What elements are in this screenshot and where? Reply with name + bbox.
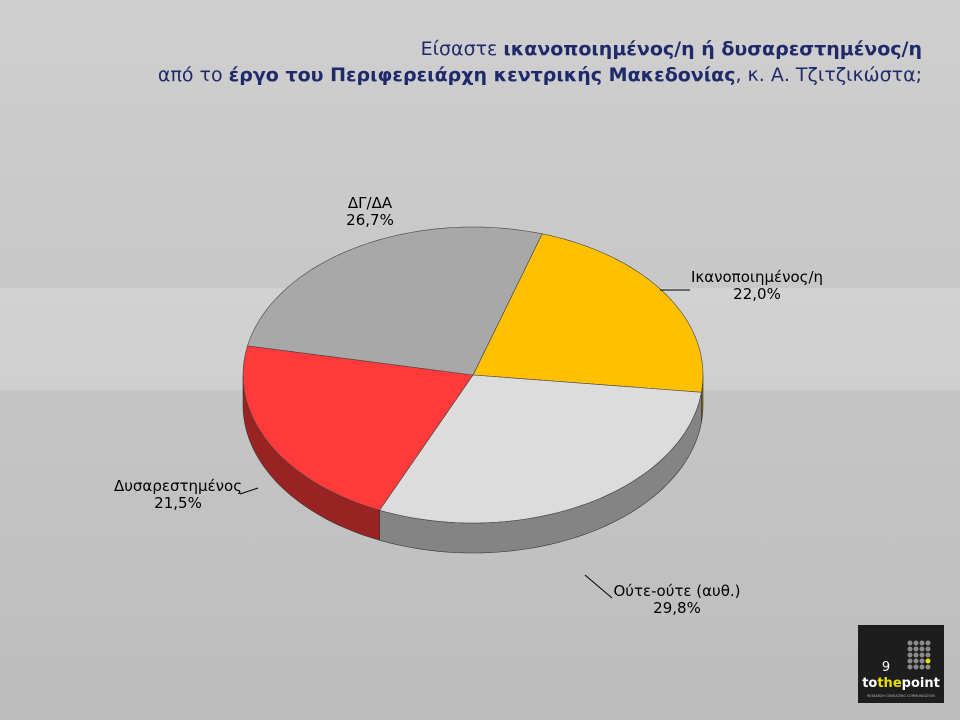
- slice: [379, 374, 702, 524]
- title-part: από το: [157, 64, 229, 86]
- category-label: Δυσαρεστημένος: [114, 477, 242, 495]
- category-label: Ικανοποιημένος/η: [691, 268, 823, 286]
- logo-part: point: [902, 676, 940, 691]
- logo: 9 tothepoint RESEARCH CONSULTING COMMUNI…: [858, 625, 944, 703]
- title-part: Είσαστε: [420, 38, 504, 60]
- value-label: 21,5%: [154, 494, 202, 512]
- title-part: έργο του Περιφερειάρχη κεντρικής Μακεδον…: [228, 64, 736, 86]
- leader-line: [584, 574, 613, 599]
- slice: [247, 226, 543, 376]
- logo-part: to: [862, 676, 877, 691]
- value-label: 29,8%: [653, 599, 701, 617]
- category-label: ΔΓ/ΔΑ: [348, 194, 393, 212]
- tagline: RESEARCH CONSULTING COMMUNICATION: [867, 694, 935, 698]
- title-part: , κ. Α. Τζιτζικώστα;: [735, 64, 922, 86]
- value-label: 26,7%: [346, 211, 394, 229]
- category-label: Ούτε-ούτε (αυθ.): [613, 582, 740, 600]
- logo-text: tothepoint: [862, 676, 940, 691]
- logo-graphic: 9 tothepoint RESEARCH CONSULTING COMMUNI…: [862, 640, 940, 698]
- title: Είσαστε ικανοποιημένος/η ή δυσαρεστημένο…: [158, 36, 922, 88]
- value-label: 22,0%: [733, 285, 781, 303]
- logo-part: the: [877, 676, 901, 691]
- title-line: από το έργο του Περιφερειάρχη κεντρικής …: [158, 62, 922, 88]
- title-part: ικανοποιημένος/η ή δυσαρεστημένος/η: [503, 38, 922, 60]
- leader-line: [239, 487, 259, 495]
- page-number: 9: [882, 660, 890, 675]
- slice: [472, 233, 704, 393]
- title-line: Είσαστε ικανοποιημένος/η ή δυσαρεστημένο…: [158, 36, 922, 62]
- slice: [242, 345, 474, 511]
